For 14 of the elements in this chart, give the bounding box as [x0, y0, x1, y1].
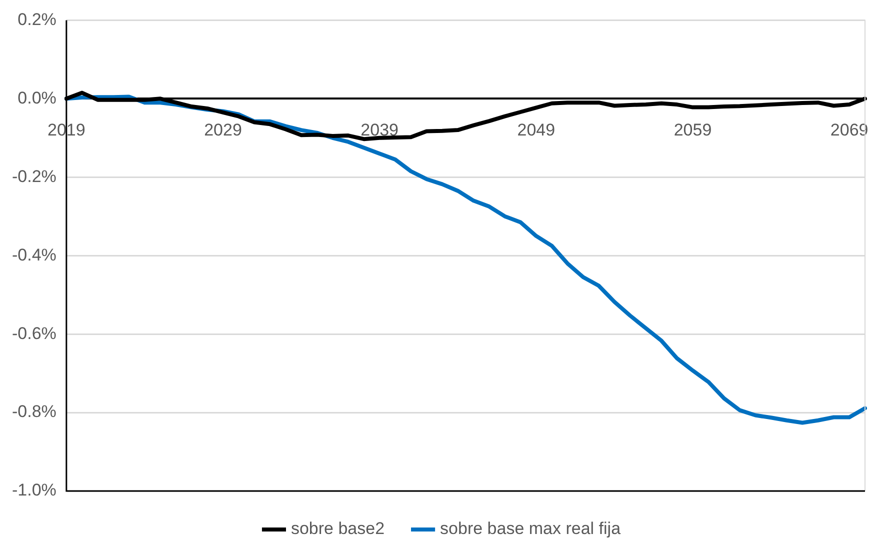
y-tick-label: -1.0%: [12, 480, 56, 500]
y-tick-label: -0.2%: [12, 166, 56, 186]
y-tick-label: 0.0%: [18, 88, 56, 108]
x-tick-label: 2069: [830, 120, 868, 140]
x-tick-label: 2029: [204, 120, 242, 140]
y-tick-label: -0.4%: [12, 245, 56, 264]
x-tick-label: 2039: [360, 120, 398, 140]
x-tick-label: 2059: [674, 120, 712, 140]
y-tick-label: -0.8%: [12, 402, 56, 422]
y-tick-label: 0.2%: [18, 10, 56, 29]
legend-label: sobre base2: [290, 519, 385, 538]
x-tick-label: 2049: [517, 120, 556, 140]
y-tick-label: -0.6%: [12, 324, 56, 343]
legend-label: sobre base max real fija: [440, 519, 622, 538]
